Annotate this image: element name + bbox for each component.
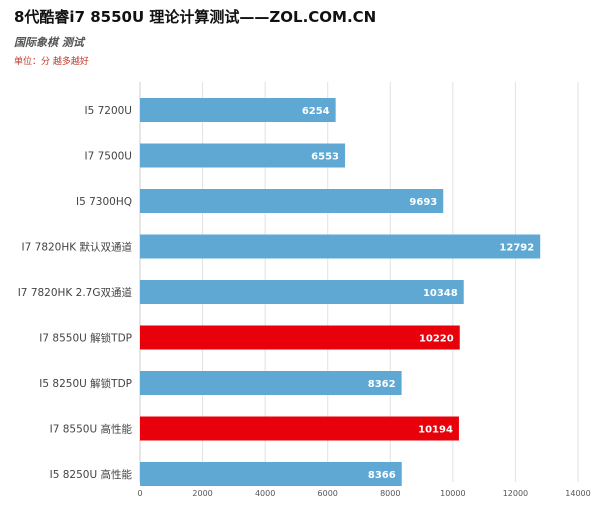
category-label: I7 7820HK 默认双通道 [22,241,133,254]
x-tick-label: 14000 [565,489,590,498]
value-label: 10194 [418,425,453,436]
value-label: 12792 [499,243,534,254]
bar-8 [140,416,459,441]
bar-3 [140,189,444,213]
x-tick-label: 2000 [192,489,212,498]
category-label: I5 8250U 解锁TDP [39,377,132,390]
x-tick-label: 0 [137,489,142,498]
value-label: 10220 [419,334,454,345]
category-label: I5 7200U [84,105,132,117]
value-label: 6553 [311,152,339,163]
category-label: I7 7820HK 2.7G双通道 [18,286,133,299]
value-label: 9693 [409,197,437,208]
category-label: I7 8550U 高性能 [50,423,133,436]
bar-6 [140,325,460,350]
chart-subtitle: 国际象棋 测试 [14,36,84,49]
x-tick-label: 10000 [440,489,465,498]
value-label: 8362 [368,379,396,390]
x-tick-label: 6000 [318,489,338,498]
value-label: 10348 [423,288,458,299]
value-label: 6254 [302,106,330,117]
category-label: I7 8550U 解锁TDP [39,332,132,345]
unit-note: 单位：分 越多越好 [14,57,89,67]
chart-title: 8代酷睿i7 8550U 理论计算测试——ZOL.COM.CN [14,8,377,26]
x-tick-label: 8000 [380,489,400,498]
bar-7 [140,371,402,395]
category-label: I5 8250U 高性能 [50,468,133,481]
bar-2 [140,143,346,168]
x-tick-label: 4000 [255,489,275,498]
bar-4 [140,234,541,259]
bar-9 [140,462,402,486]
x-tick-label: 12000 [503,489,528,498]
bar-1 [140,98,336,122]
value-label: 8366 [368,470,396,481]
category-label: I7 7500U [84,151,132,163]
bar-5 [140,280,464,304]
category-label: I5 7300HQ [76,196,132,208]
